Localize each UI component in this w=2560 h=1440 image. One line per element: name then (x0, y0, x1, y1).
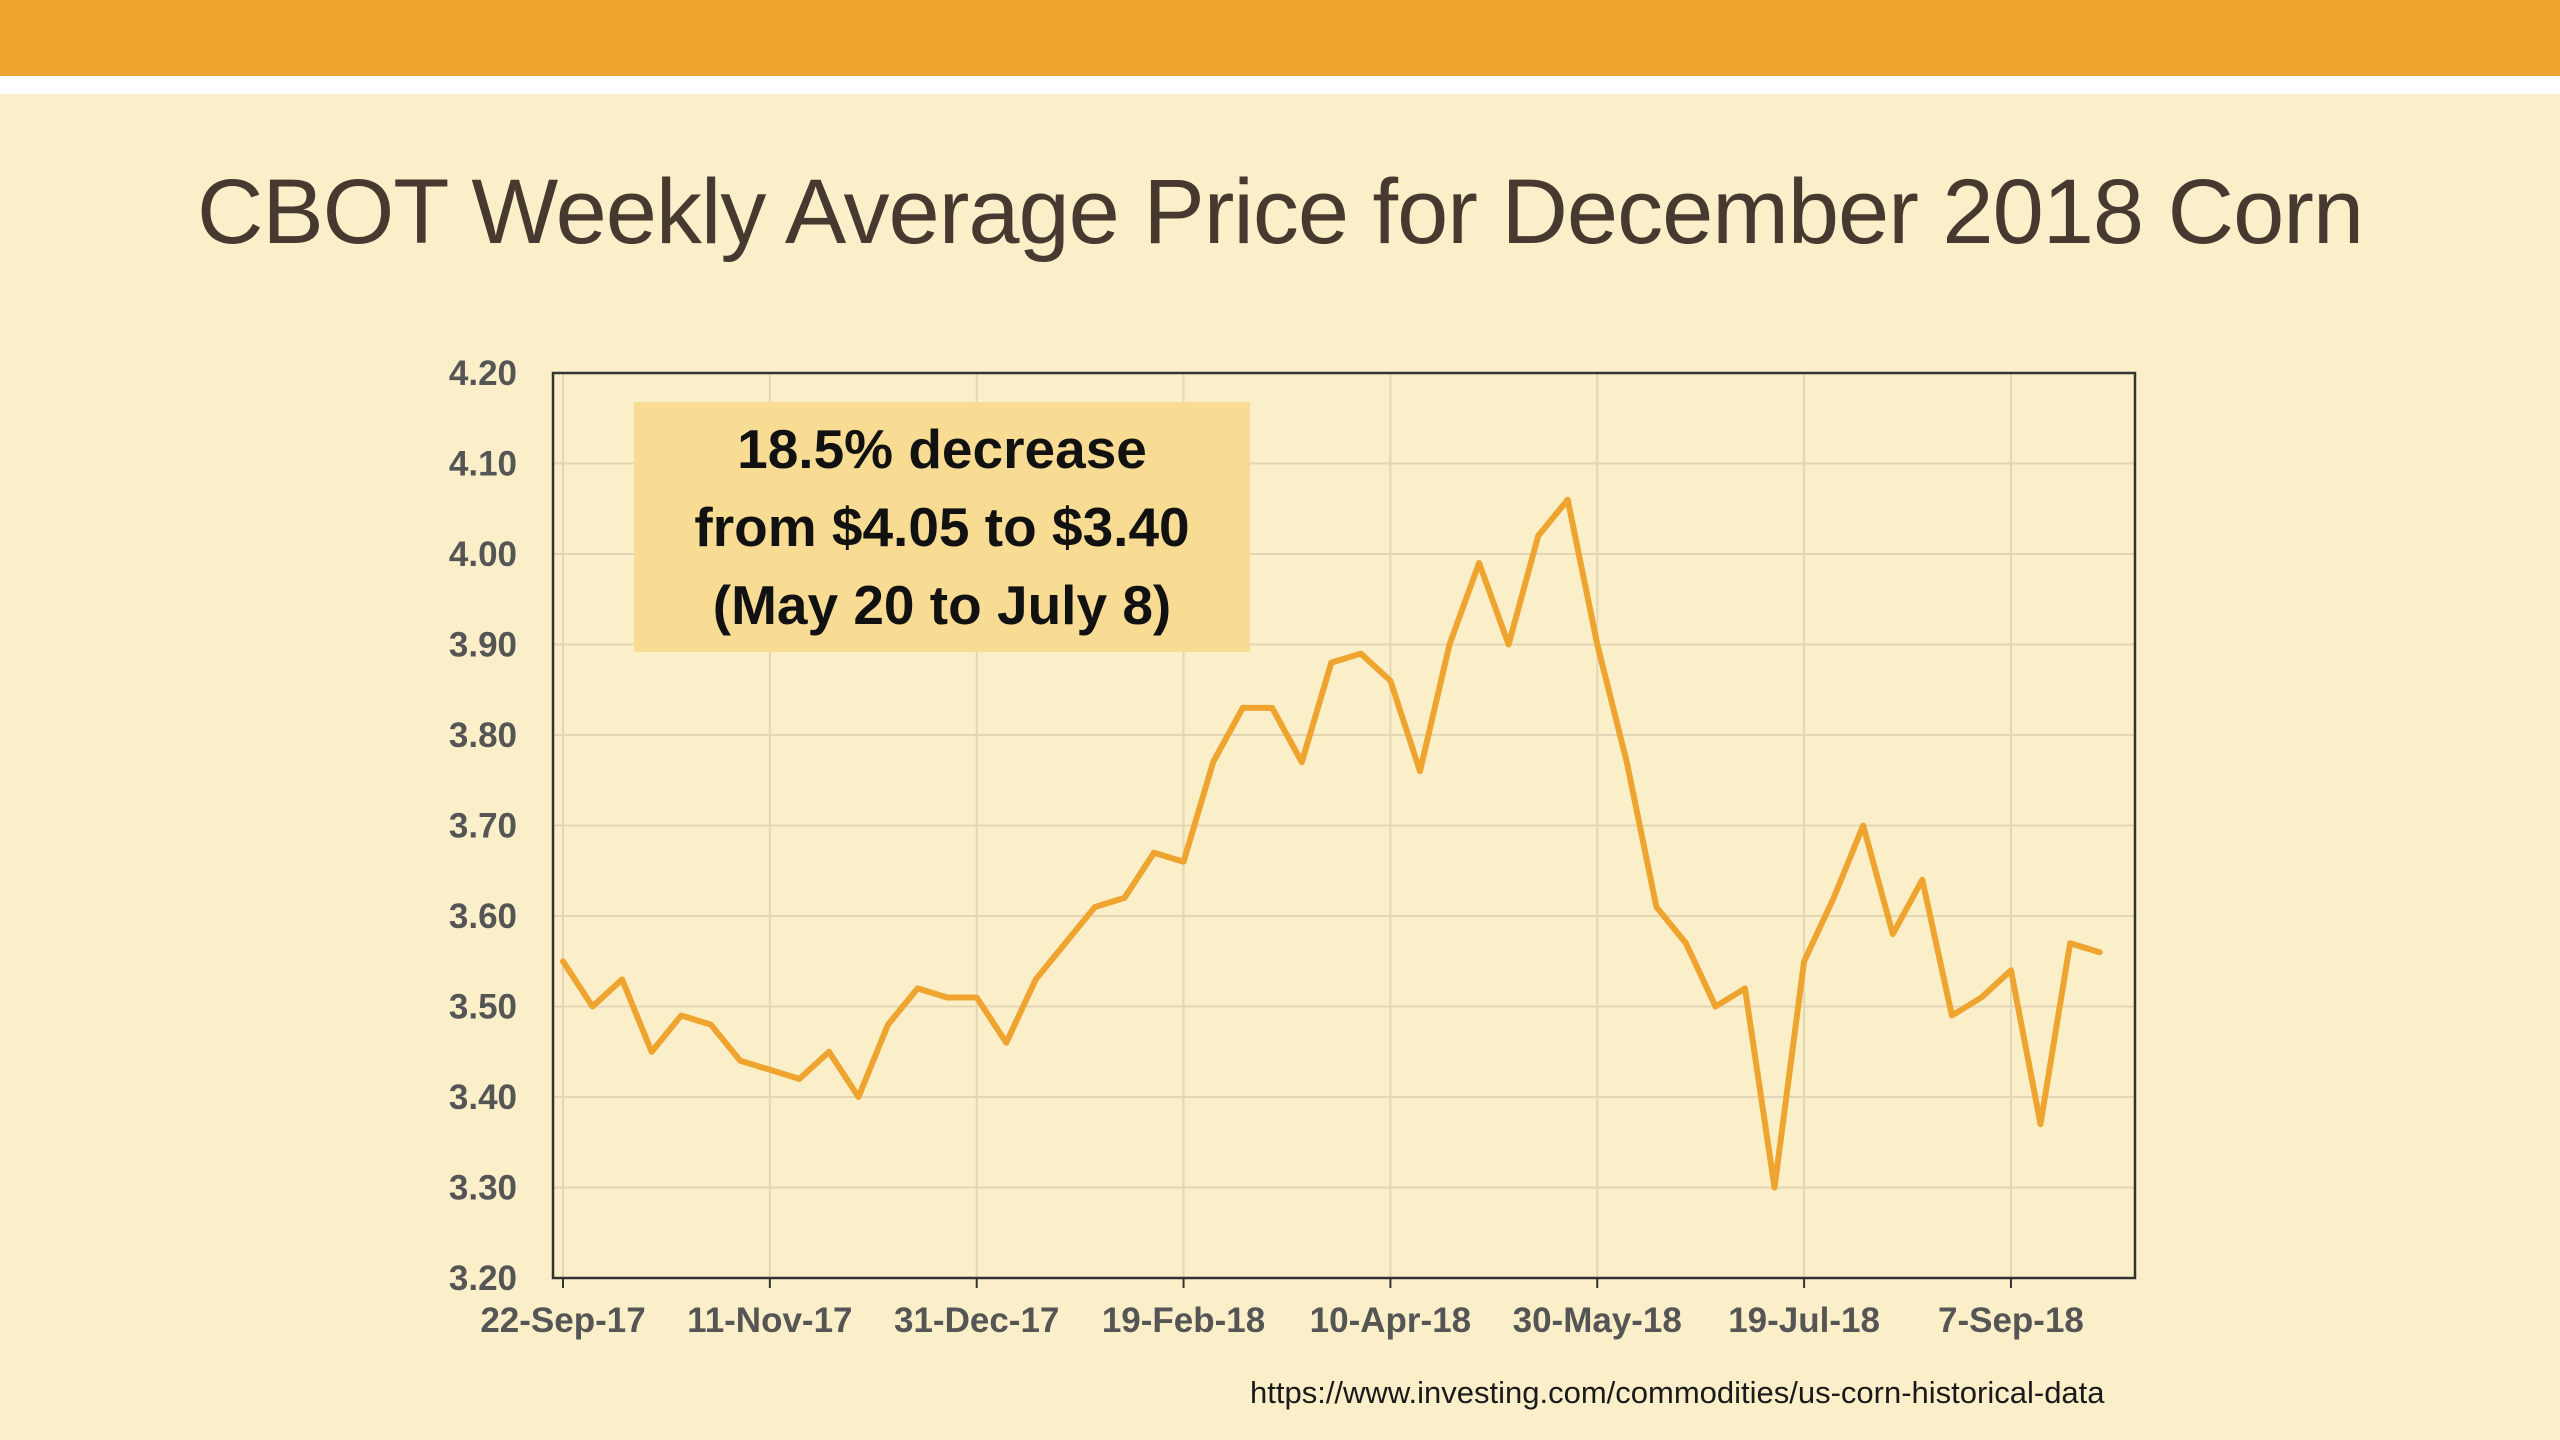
x-tick-label: 19-Jul-18 (1728, 1301, 1880, 1340)
y-tick-label: 4.00 (449, 535, 517, 574)
annotation-line-1: 18.5% decrease (737, 418, 1147, 480)
slide-title: CBOT Weekly Average Price for December 2… (196, 161, 2364, 263)
y-tick-label: 4.10 (449, 445, 517, 484)
x-tick-label: 22-Sep-17 (480, 1301, 645, 1340)
x-tick-label: 11-Nov-17 (687, 1301, 852, 1340)
annotation-line-2: from $4.05 to $3.40 (694, 496, 1190, 558)
x-tick-label: 19-Feb-18 (1102, 1301, 1265, 1340)
x-tick-label: 31-Dec-17 (894, 1301, 1059, 1340)
top-divider (0, 76, 2560, 94)
y-tick-label: 3.40 (449, 1078, 517, 1117)
y-tick-label: 3.20 (449, 1259, 517, 1298)
y-tick-label: 3.50 (449, 988, 517, 1027)
source-link[interactable]: https://www.investing.com/commodities/us… (1250, 1375, 2105, 1410)
annotation-line-3: (May 20 to July 8) (712, 574, 1172, 636)
plot-border (551, 371, 2137, 1280)
y-tick-label: 3.30 (449, 1169, 517, 1208)
x-tick-label: 10-Apr-18 (1310, 1301, 1471, 1340)
y-tick-label: 3.80 (449, 716, 517, 755)
y-tick-label: 3.70 (449, 807, 517, 846)
y-tick-label: 4.20 (449, 354, 517, 393)
top-accent-bar (0, 0, 2560, 76)
y-tick-label: 3.90 (449, 626, 517, 665)
price-series-line (560, 496, 2103, 1191)
x-tick-label: 30-May-18 (1513, 1301, 1682, 1340)
y-tick-label: 3.60 (449, 897, 517, 936)
x-tick-label: 7-Sep-18 (1938, 1301, 2084, 1340)
annotation-box: 18.5% decrease from $4.05 to $3.40 (May … (634, 402, 1250, 652)
